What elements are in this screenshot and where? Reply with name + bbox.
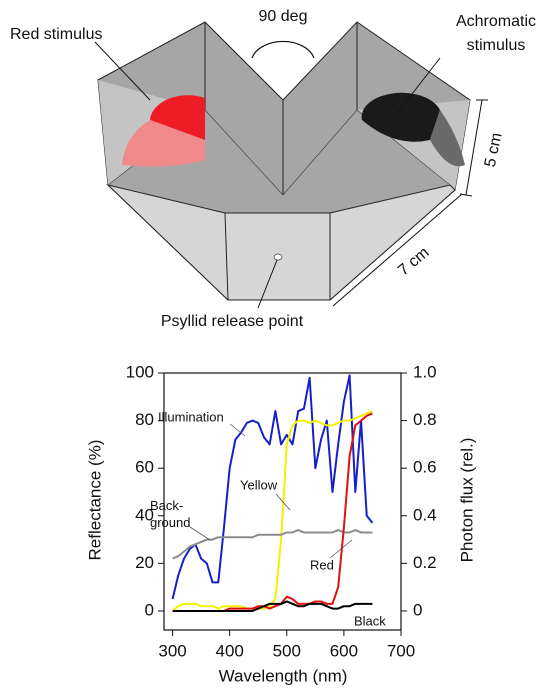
x-axis-label: Wavelength (nm) bbox=[219, 666, 348, 685]
series-line bbox=[171, 410, 373, 612]
series-line bbox=[172, 412, 373, 612]
achromatic-stimulus-shadow bbox=[430, 110, 465, 167]
spectra-chart: Wavelength (nm) Reflectance (%) Photon f… bbox=[85, 362, 476, 685]
box-diagram: 90 deg Red stimulus Achromatic stimulus … bbox=[10, 8, 536, 330]
release-point bbox=[273, 253, 283, 261]
red-stimulus bbox=[150, 95, 205, 140]
y-tick-label: 0 bbox=[145, 600, 154, 619]
edge bbox=[204, 109, 284, 196]
x-tick-label: 300 bbox=[158, 641, 186, 660]
angle-arc bbox=[251, 40, 315, 59]
y2-axis-label: Photon flux (rel.) bbox=[457, 438, 476, 563]
label-leader bbox=[229, 423, 246, 437]
red-stimulus-shadow bbox=[122, 120, 205, 167]
y-tick-label: 20 bbox=[135, 553, 154, 572]
achromatic-label: stimulus bbox=[467, 37, 526, 54]
y-tick-label: 40 bbox=[135, 505, 154, 524]
release-label: Psyllid release point bbox=[161, 313, 304, 330]
series-line bbox=[171, 374, 374, 600]
y2-tick-label: 1.0 bbox=[413, 362, 437, 381]
x-tick-label: 700 bbox=[387, 641, 415, 660]
series-line bbox=[172, 600, 373, 612]
series-label: Yellow bbox=[240, 477, 278, 492]
label-leader bbox=[329, 539, 353, 559]
dimension-line bbox=[465, 99, 483, 196]
y2-tick-label: 0.2 bbox=[413, 553, 437, 572]
leader-line bbox=[397, 57, 441, 113]
front-walls bbox=[106, 184, 456, 301]
series-label: Back-ground bbox=[150, 498, 190, 530]
series-label: Illumination bbox=[158, 409, 224, 424]
leader-line bbox=[94, 41, 151, 101]
plot-frame bbox=[163, 372, 402, 631]
x-tick-label: 400 bbox=[215, 641, 243, 660]
angle-label: 90 deg bbox=[259, 8, 308, 25]
red-stimulus-label: Red stimulus bbox=[10, 26, 102, 43]
x-tick-label: 600 bbox=[330, 641, 358, 660]
y-tick-label: 100 bbox=[126, 362, 154, 381]
height-label: 5 cm bbox=[482, 131, 506, 168]
length-label: 7 cm bbox=[395, 244, 432, 279]
y-tick-label: 60 bbox=[135, 458, 154, 477]
y2-tick-label: 0.4 bbox=[413, 505, 437, 524]
y2-tick-label: 0.8 bbox=[413, 410, 437, 429]
y-tick-label: 80 bbox=[135, 410, 154, 429]
series-line bbox=[172, 529, 373, 560]
y2-tick-label: 0 bbox=[413, 600, 422, 619]
series-label: Red bbox=[310, 557, 334, 572]
edge bbox=[224, 212, 229, 301]
edge bbox=[282, 109, 358, 196]
leader-line bbox=[257, 259, 278, 309]
series-label: Black bbox=[354, 613, 386, 628]
y-axis-label: Reflectance (%) bbox=[85, 440, 104, 561]
y2-tick-label: 0.6 bbox=[413, 458, 437, 477]
x-tick-label: 500 bbox=[273, 641, 301, 660]
achromatic-stimulus bbox=[361, 92, 440, 142]
label-leader bbox=[189, 526, 211, 541]
label-leader bbox=[275, 493, 291, 511]
dimension-line bbox=[332, 193, 463, 307]
achromatic-label: Achromatic bbox=[456, 13, 536, 30]
